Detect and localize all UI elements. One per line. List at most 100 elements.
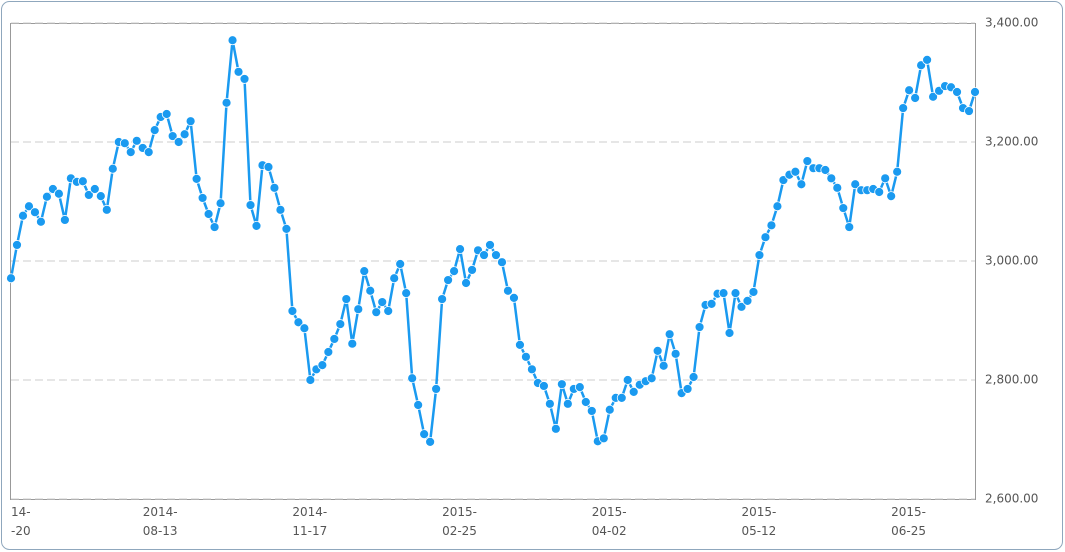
point — [269, 182, 280, 193]
point — [353, 304, 364, 315]
point — [173, 137, 184, 147]
point — [30, 207, 40, 218]
y-tick-label: 2,800.00 — [985, 373, 1038, 387]
point — [449, 266, 459, 277]
point — [616, 392, 627, 403]
point — [263, 162, 274, 172]
point — [287, 306, 298, 316]
x-tick-label: 2015-02-25 — [442, 505, 477, 538]
point — [622, 375, 633, 385]
y-tick-label: 2,600.00 — [985, 492, 1038, 506]
point — [538, 381, 549, 391]
point — [359, 266, 370, 277]
point — [161, 109, 172, 119]
point — [329, 334, 340, 344]
point — [371, 307, 382, 318]
point — [149, 125, 160, 136]
point — [77, 176, 88, 187]
y-tick-label: 3,200.00 — [985, 135, 1038, 149]
point — [413, 400, 424, 410]
point — [119, 138, 130, 149]
point — [281, 223, 292, 234]
point — [491, 250, 501, 260]
point — [562, 398, 573, 409]
point — [766, 220, 777, 231]
point — [646, 373, 657, 384]
point — [467, 265, 477, 275]
point — [395, 259, 406, 269]
point — [125, 147, 136, 158]
point — [509, 292, 519, 303]
x-tick-label: 2015-05-12 — [741, 505, 776, 538]
point — [682, 384, 693, 394]
point — [664, 329, 675, 340]
point — [419, 429, 430, 440]
point — [42, 191, 52, 202]
point — [580, 397, 591, 407]
y-tick-label: 3,400.00 — [985, 16, 1038, 30]
point — [83, 190, 94, 200]
x-tick-label: 2014-11-17 — [292, 505, 327, 538]
point — [131, 135, 142, 146]
point — [952, 87, 962, 97]
point — [670, 348, 681, 359]
point — [820, 165, 831, 175]
point — [95, 191, 106, 202]
point — [245, 200, 256, 210]
point — [556, 379, 567, 390]
point — [209, 222, 220, 232]
point — [718, 288, 729, 299]
point — [485, 240, 495, 250]
point — [89, 184, 100, 194]
point — [407, 373, 418, 384]
point — [928, 91, 938, 102]
point — [323, 347, 334, 357]
point — [574, 382, 585, 393]
point — [107, 163, 118, 174]
point — [479, 250, 489, 260]
point — [772, 201, 783, 212]
point — [341, 294, 352, 304]
point — [239, 74, 250, 84]
point — [401, 288, 412, 299]
point — [874, 187, 885, 197]
point — [443, 275, 453, 285]
point — [844, 222, 855, 232]
point — [299, 323, 310, 334]
point — [910, 93, 921, 103]
point — [335, 319, 346, 329]
point — [724, 328, 735, 338]
point — [802, 156, 813, 166]
point — [886, 191, 897, 202]
point — [185, 116, 196, 127]
point — [586, 406, 597, 416]
point — [826, 173, 837, 184]
point — [904, 85, 915, 96]
point — [892, 166, 903, 177]
point — [748, 287, 759, 297]
point — [628, 386, 639, 397]
point — [167, 131, 178, 141]
point — [521, 351, 531, 362]
x-tick-label: 2014-08-13 — [143, 505, 178, 538]
point — [215, 198, 226, 209]
point — [317, 360, 328, 371]
point — [503, 285, 513, 296]
point — [293, 317, 304, 328]
point — [527, 364, 537, 375]
x-tick-label: 2015-04-02 — [592, 505, 627, 538]
point — [12, 240, 22, 250]
x-tick-label: 14--20 — [11, 505, 31, 538]
x-tick-label: 2015-06-25 — [891, 505, 926, 538]
point — [688, 372, 699, 382]
point — [922, 54, 932, 65]
point — [275, 204, 286, 215]
y-tick-label: 3,000.00 — [985, 254, 1038, 268]
point — [694, 322, 705, 332]
point — [461, 278, 471, 288]
point — [880, 173, 891, 184]
point — [790, 166, 801, 177]
point — [377, 297, 388, 307]
point — [233, 66, 244, 77]
